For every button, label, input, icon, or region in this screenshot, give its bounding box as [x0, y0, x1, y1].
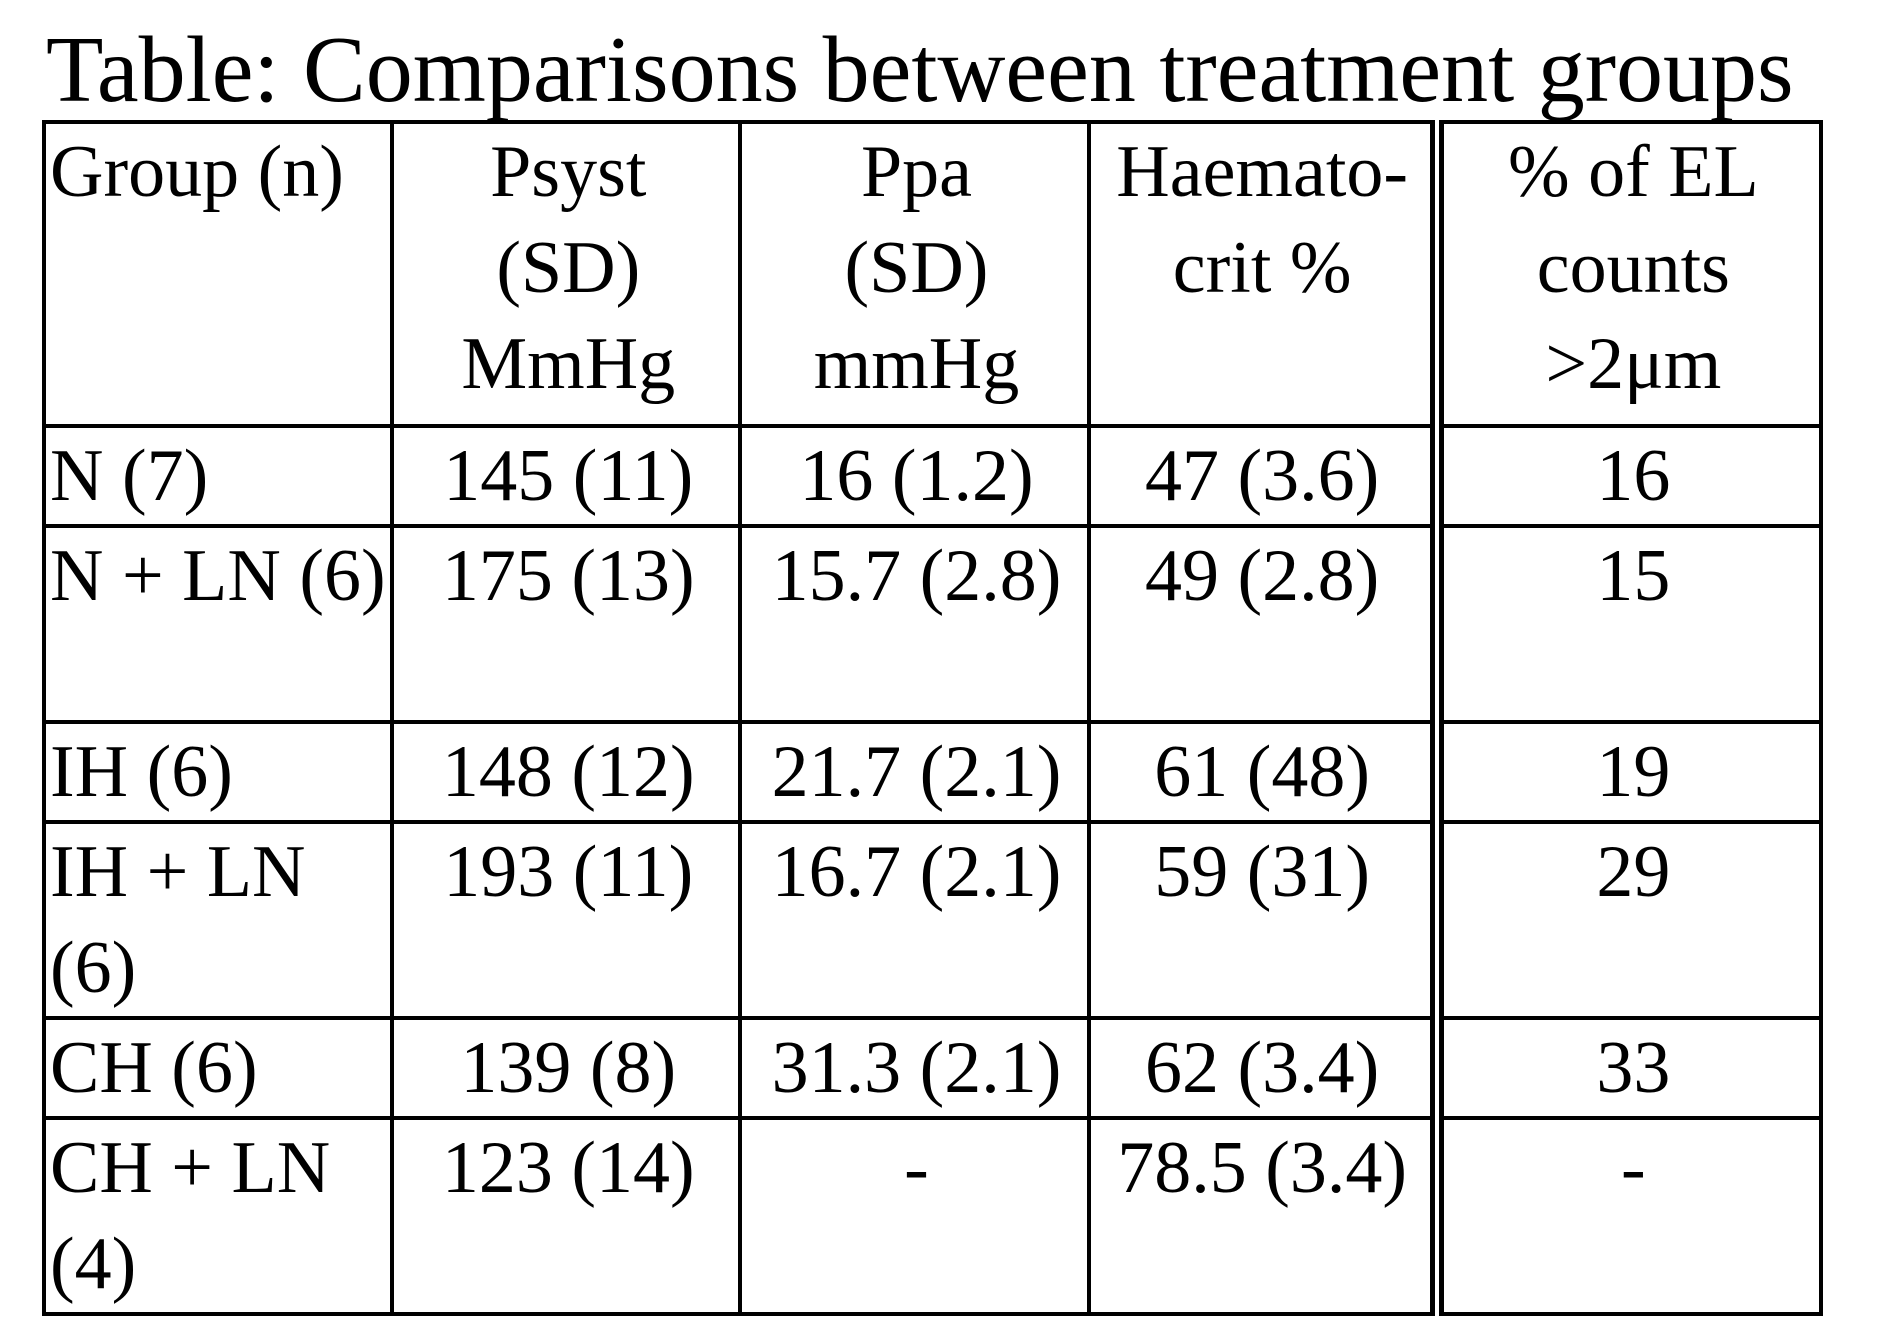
- header-ppa-line: Ppa: [860, 131, 972, 213]
- cell-ppa: 15.7 (2.8): [738, 524, 1091, 724]
- cell-haematocrit: 61 (48): [1086, 720, 1439, 824]
- header-psyst: Psyst (SD) MmHg: [390, 120, 743, 428]
- cell-group: IH + LN (6): [41, 820, 395, 1020]
- cell-psyst: 123 (14): [390, 1116, 743, 1316]
- table-row: IH (6) 148 (12) 21.7 (2.1) 61 (48) 19: [41, 720, 1824, 824]
- cell-haematocrit: 62 (3.4): [1086, 1016, 1439, 1120]
- cell-ppa: 16.7 (2.1): [738, 820, 1091, 1020]
- header-el-counts-line: >2μm: [1545, 323, 1722, 405]
- cell-group: CH (6): [41, 1016, 395, 1120]
- comparison-table: Group (n) Psyst (SD) MmHg Ppa (SD) mmHg …: [41, 120, 1824, 1316]
- cell-el-counts: 15: [1429, 524, 1824, 724]
- cell-el-counts: 16: [1429, 424, 1824, 528]
- cell-haematocrit: 78.5 (3.4): [1086, 1116, 1439, 1316]
- header-haematocrit-line: Haemato-: [1116, 131, 1409, 213]
- header-haematocrit-line: crit %: [1172, 227, 1352, 309]
- cell-haematocrit: 49 (2.8): [1086, 524, 1439, 724]
- header-psyst-line: Psyst: [490, 131, 647, 213]
- cell-ppa: 16 (1.2): [738, 424, 1091, 528]
- cell-haematocrit: 47 (3.6): [1086, 424, 1439, 528]
- cell-ppa: 21.7 (2.1): [738, 720, 1091, 824]
- cell-psyst: 139 (8): [390, 1016, 743, 1120]
- header-group: Group (n): [41, 120, 395, 428]
- header-el-counts-line: % of EL: [1508, 131, 1759, 213]
- header-ppa-line: mmHg: [813, 323, 1020, 405]
- cell-ppa: 31.3 (2.1): [738, 1016, 1091, 1120]
- cell-el-counts: 33: [1429, 1016, 1824, 1120]
- cell-psyst: 193 (11): [390, 820, 743, 1020]
- cell-el-counts: -: [1429, 1116, 1824, 1316]
- header-el-counts: % of EL counts >2μm: [1429, 120, 1824, 428]
- table-row: N (7) 145 (11) 16 (1.2) 47 (3.6) 16: [41, 424, 1824, 528]
- table-row: CH (6) 139 (8) 31.3 (2.1) 62 (3.4) 33: [41, 1016, 1824, 1120]
- header-psyst-line: (SD): [496, 227, 641, 309]
- header-psyst-line: MmHg: [461, 323, 676, 405]
- cell-group: N (7): [41, 424, 395, 528]
- cell-haematocrit: 59 (31): [1086, 820, 1439, 1020]
- cell-group: N + LN (6): [41, 524, 395, 724]
- header-group-line: Group (n): [50, 131, 344, 213]
- table-row: CH + LN (4) 123 (14) - 78.5 (3.4) -: [41, 1116, 1824, 1316]
- header-ppa: Ppa (SD) mmHg: [738, 120, 1091, 428]
- table-header-row: Group (n) Psyst (SD) MmHg Ppa (SD) mmHg …: [41, 120, 1824, 428]
- cell-ppa: -: [738, 1116, 1091, 1316]
- table-row: N + LN (6) 175 (13) 15.7 (2.8) 49 (2.8) …: [41, 524, 1824, 724]
- cell-psyst: 175 (13): [390, 524, 743, 724]
- cell-el-counts: 29: [1429, 820, 1824, 1020]
- cell-group: CH + LN (4): [41, 1116, 395, 1316]
- cell-el-counts: 19: [1429, 720, 1824, 824]
- header-el-counts-line: counts: [1536, 227, 1730, 309]
- table-row: IH + LN (6) 193 (11) 16.7 (2.1) 59 (31) …: [41, 820, 1824, 1020]
- cell-psyst: 145 (11): [390, 424, 743, 528]
- cell-group: IH (6): [41, 720, 395, 824]
- table-title: Table: Comparisons between treatment gro…: [46, 18, 1794, 122]
- header-ppa-line: (SD): [844, 227, 989, 309]
- header-haematocrit: Haemato- crit %: [1086, 120, 1439, 428]
- cell-psyst: 148 (12): [390, 720, 743, 824]
